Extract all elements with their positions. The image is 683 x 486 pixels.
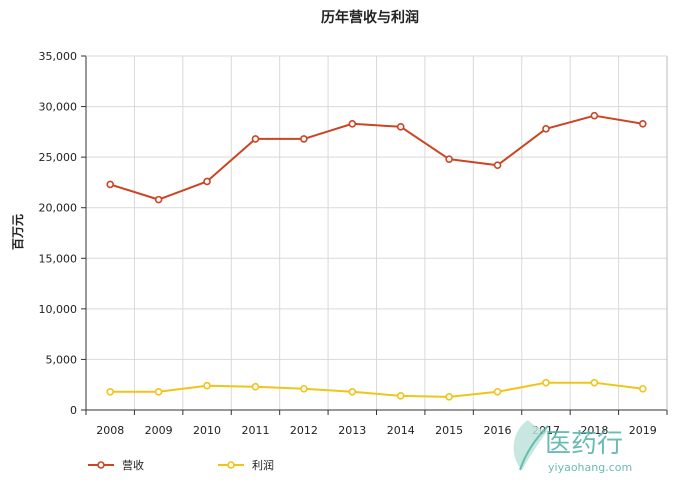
data-point[interactable] (542, 125, 550, 133)
y-tick-label: 20,000 (39, 202, 78, 215)
y-tick-label: 25,000 (39, 151, 78, 164)
data-point[interactable] (154, 195, 163, 204)
x-tick-label: 2011 (241, 424, 269, 437)
data-point[interactable] (251, 135, 260, 143)
x-tick-label: 2013 (338, 424, 366, 437)
series-layer (106, 111, 647, 401)
x-tick-label: 2016 (484, 424, 512, 437)
watermark-leaf-icon (513, 420, 548, 470)
legend-item-2[interactable]: 利润 (218, 458, 274, 472)
data-point[interactable] (493, 387, 502, 396)
series-line (109, 114, 643, 201)
x-tick-label: 2012 (290, 424, 318, 437)
data-point[interactable] (251, 382, 260, 391)
data-point[interactable] (590, 111, 599, 120)
axes: 0 5,000 10,000 15,000 20,000 25,000 30,000 35,0… (39, 50, 668, 437)
x-tick-label: 2009 (145, 424, 173, 437)
x-tick-label: 2015 (435, 424, 463, 437)
data-point[interactable] (106, 387, 115, 396)
series-2 (106, 378, 647, 401)
data-point[interactable] (396, 392, 405, 400)
legend-label: 利润 (252, 458, 274, 472)
y-axis-label: 百万元 (11, 214, 25, 250)
y-tick-label: 0 (70, 404, 77, 417)
data-point[interactable] (300, 384, 308, 393)
legend-label: 营收 (122, 458, 144, 472)
watermark-url: yiyaohang.com (548, 461, 632, 474)
legend[interactable]: 营收 利润 (88, 458, 274, 472)
data-point[interactable] (348, 387, 357, 396)
y-tick-label: 5,000 (46, 353, 78, 366)
data-point[interactable] (638, 384, 647, 393)
data-point[interactable] (445, 155, 453, 163)
data-point[interactable] (203, 177, 211, 186)
data-point[interactable] (154, 387, 163, 396)
data-point[interactable] (493, 161, 502, 170)
watermark-logo: 医药行 yiyaohang.com (513, 420, 632, 474)
y-tick-label: 15,000 (39, 252, 78, 265)
x-tick-label: 2018 (580, 424, 608, 437)
x-tick-label: 2010 (193, 424, 221, 437)
data-point[interactable] (638, 119, 647, 128)
data-point[interactable] (445, 393, 453, 401)
x-tick-label: 2008 (96, 424, 124, 437)
data-point[interactable] (203, 381, 211, 390)
grid (86, 55, 667, 411)
y-tick-label: 10,000 (39, 303, 78, 316)
series-line (110, 381, 643, 398)
legend-marker-icon (97, 461, 105, 469)
watermark-brand: 医药行 (545, 429, 623, 459)
data-point[interactable] (542, 378, 550, 387)
legend-marker-icon (227, 461, 235, 469)
data-point[interactable] (106, 180, 115, 189)
legend-item-1[interactable]: 营收 (88, 458, 144, 472)
data-point[interactable] (348, 119, 357, 128)
data-point[interactable] (590, 378, 599, 387)
y-tick-label: 30,000 (39, 101, 78, 114)
y-tick-label: 35,000 (39, 50, 78, 63)
chart-title: 历年营收与利润 (321, 9, 419, 26)
x-tick-label: 2014 (387, 424, 415, 437)
data-point[interactable] (396, 123, 405, 131)
x-tick-label: 2019 (629, 424, 657, 437)
series-1 (106, 111, 647, 204)
data-point[interactable] (300, 135, 308, 143)
